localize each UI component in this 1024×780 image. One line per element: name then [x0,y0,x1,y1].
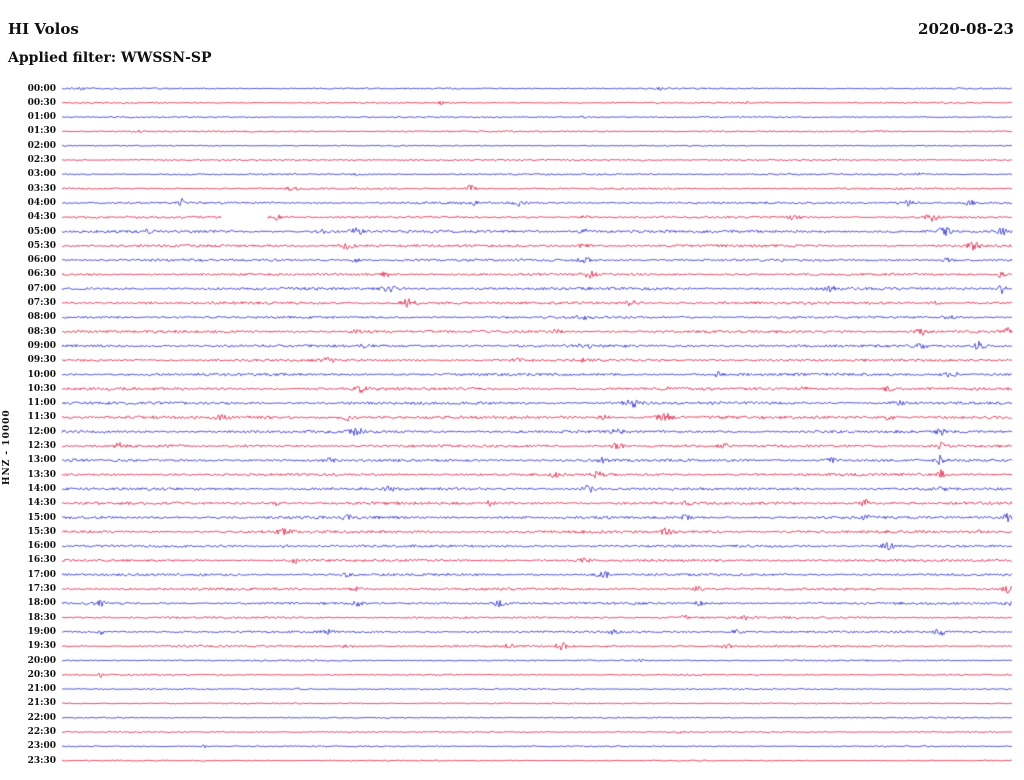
time-label: 16:00 [27,541,56,552]
time-label: 07:30 [27,298,56,308]
time-label: 17:30 [27,584,56,594]
time-label: 12:00 [27,426,56,437]
time-label: 00:00 [27,83,56,94]
time-label: 12:30 [27,441,56,451]
time-label: 16:30 [27,555,56,566]
time-label: 14:30 [27,498,56,509]
time-label: 23:00 [27,741,56,752]
time-label: 13:30 [27,469,56,480]
time-label: 15:30 [27,526,56,537]
time-label: 01:30 [27,126,56,137]
helicorder-canvas [60,80,1016,775]
time-label: 08:00 [27,312,56,323]
time-label: 03:00 [27,169,56,180]
time-label: 20:30 [27,669,56,680]
time-label: 21:00 [27,684,56,695]
time-label: 00:30 [27,97,56,108]
time-label: 11:30 [27,412,56,423]
time-label: 22:00 [27,712,56,723]
time-label: 19:30 [27,641,56,652]
time-label: 20:00 [27,655,56,666]
time-label: 15:00 [27,512,56,523]
time-label: 06:00 [27,255,56,266]
station-title: HI Volos [8,20,79,38]
time-label: 05:30 [27,240,56,251]
filter-label: Applied filter: WWSSN-SP [8,50,212,66]
time-label: 18:00 [27,598,56,609]
time-label: 07:00 [27,283,56,294]
time-label: 17:00 [27,569,56,580]
time-label: 08:30 [27,326,56,337]
time-label: 11:00 [27,398,56,409]
time-label: 23:30 [27,755,56,766]
time-label: 05:00 [27,226,56,237]
time-label: 01:00 [27,112,56,123]
time-label: 04:00 [27,197,56,208]
time-label: 21:30 [27,698,56,709]
time-label: 14:00 [27,483,56,494]
time-label: 04:30 [27,212,56,223]
time-label: 19:00 [27,626,56,637]
time-label: 22:30 [27,727,56,737]
time-label: 09:30 [27,355,56,366]
time-label: 06:30 [27,269,56,280]
time-label: 02:00 [27,140,56,151]
time-label: 10:30 [27,383,56,394]
time-label: 03:30 [27,183,56,194]
time-label: 18:30 [27,612,56,623]
time-label: 13:00 [27,455,56,466]
date-label: 2020-08-23 [918,20,1014,38]
time-label: 02:30 [27,155,56,165]
time-label: 10:00 [27,369,56,380]
time-label: 09:00 [27,340,56,351]
